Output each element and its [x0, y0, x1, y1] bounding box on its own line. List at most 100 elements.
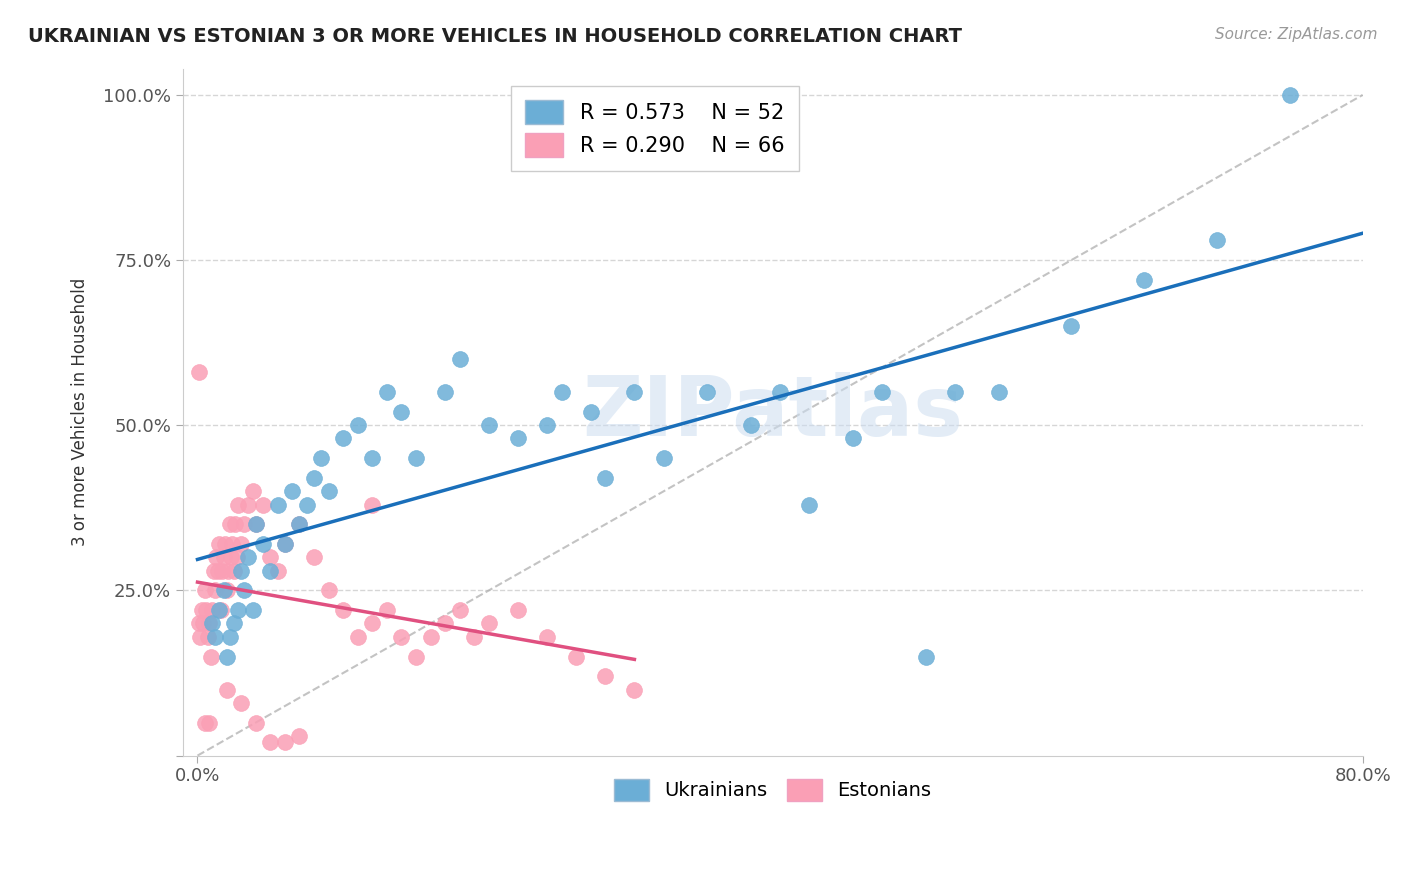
Point: [225, 550, 247, 565]
Point: [222, 616, 245, 631]
Point: [245, 715, 267, 730]
Point: [361, 451, 384, 466]
Point: [274, 735, 297, 749]
Point: [208, 537, 231, 551]
Point: [346, 418, 368, 433]
Point: [870, 385, 893, 400]
Point: [799, 498, 821, 512]
Point: [318, 484, 340, 499]
Point: [259, 735, 281, 749]
Y-axis label: 3 or more Vehicles in Household: 3 or more Vehicles in Household: [72, 278, 89, 546]
Point: [218, 517, 240, 532]
Point: [346, 630, 368, 644]
Point: [217, 564, 239, 578]
Point: [478, 418, 501, 433]
Point: [449, 603, 471, 617]
Point: [231, 537, 253, 551]
Point: [295, 498, 318, 512]
Point: [332, 603, 354, 617]
Point: [463, 630, 485, 644]
Point: [434, 385, 457, 400]
Point: [943, 385, 966, 400]
Point: [214, 537, 236, 551]
Point: [224, 517, 246, 532]
Point: [208, 603, 231, 617]
Point: [506, 603, 529, 617]
Point: [318, 583, 340, 598]
Point: [191, 603, 214, 617]
Point: [219, 550, 242, 565]
Point: [238, 498, 260, 512]
Point: [245, 517, 267, 532]
Point: [190, 630, 212, 644]
Point: [478, 616, 501, 631]
Point: [266, 564, 288, 578]
Text: UKRAINIAN VS ESTONIAN 3 OR MORE VEHICLES IN HOUSEHOLD CORRELATION CHART: UKRAINIAN VS ESTONIAN 3 OR MORE VEHICLES…: [28, 27, 962, 45]
Point: [201, 603, 224, 617]
Point: [361, 498, 384, 512]
Point: [914, 649, 936, 664]
Point: [565, 649, 588, 664]
Point: [242, 603, 264, 617]
Point: [623, 385, 645, 400]
Point: [281, 484, 304, 499]
Point: [194, 715, 217, 730]
Point: [198, 715, 221, 730]
Point: [226, 498, 249, 512]
Point: [288, 729, 311, 743]
Point: [252, 498, 274, 512]
Point: [449, 352, 471, 367]
Point: [204, 583, 226, 598]
Point: [595, 669, 617, 683]
Point: [226, 603, 249, 617]
Point: [266, 498, 288, 512]
Point: [375, 603, 398, 617]
Point: [361, 616, 384, 631]
Point: [536, 418, 558, 433]
Point: [288, 517, 311, 532]
Point: [211, 564, 233, 578]
Point: [202, 564, 225, 578]
Point: [231, 564, 253, 578]
Point: [209, 603, 232, 617]
Point: [696, 385, 718, 400]
Point: [215, 583, 238, 598]
Point: [212, 550, 235, 565]
Point: [252, 537, 274, 551]
Point: [579, 405, 602, 419]
Point: [233, 517, 256, 532]
Point: [204, 630, 226, 644]
Point: [212, 583, 235, 598]
Point: [238, 550, 260, 565]
Point: [201, 616, 224, 631]
Text: Source: ZipAtlas.com: Source: ZipAtlas.com: [1215, 27, 1378, 42]
Point: [231, 696, 253, 710]
Point: [405, 649, 427, 664]
Point: [389, 405, 412, 419]
Point: [1278, 87, 1301, 102]
Point: [332, 432, 354, 446]
Point: [218, 630, 240, 644]
Point: [405, 451, 427, 466]
Point: [419, 630, 441, 644]
Point: [842, 432, 865, 446]
Point: [194, 583, 217, 598]
Point: [274, 537, 297, 551]
Point: [215, 649, 238, 664]
Point: [193, 616, 215, 631]
Point: [375, 385, 398, 400]
Point: [1060, 319, 1083, 334]
Point: [311, 451, 333, 466]
Point: [769, 385, 792, 400]
Point: [274, 537, 297, 551]
Point: [506, 432, 529, 446]
Legend: Ukrainians, Estonians: Ukrainians, Estonians: [600, 765, 945, 814]
Point: [221, 537, 243, 551]
Point: [259, 564, 281, 578]
Point: [207, 564, 229, 578]
Point: [198, 616, 221, 631]
Point: [245, 517, 267, 532]
Point: [288, 517, 311, 532]
Point: [987, 385, 1010, 400]
Point: [222, 564, 245, 578]
